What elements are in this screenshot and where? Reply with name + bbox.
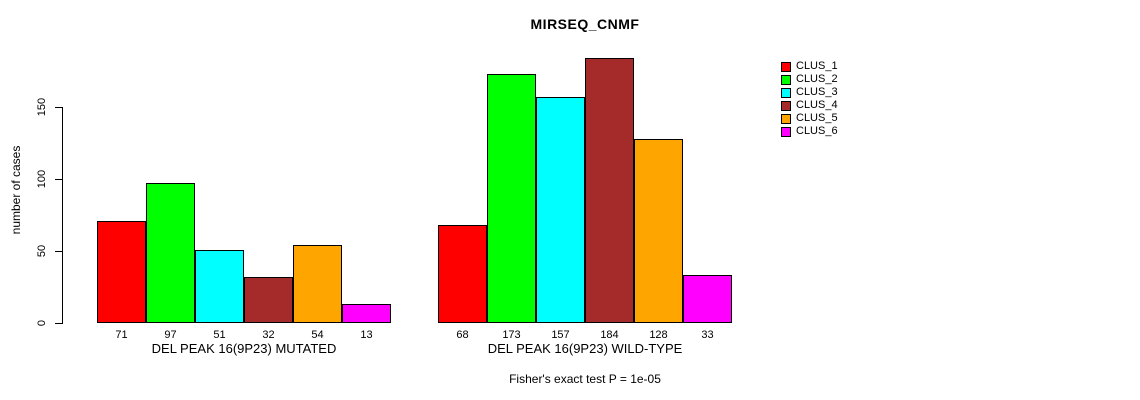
bar-value-label: 173 [502, 329, 521, 341]
y-tick-mark [55, 107, 62, 108]
bar-clus_6 [342, 304, 391, 323]
y-tick-label: 100 [36, 169, 48, 189]
bar-clus_4 [585, 58, 634, 323]
y-axis-title: number of cases [9, 145, 23, 235]
group-label-wildtype: DEL PEAK 16(9P23) WILD-TYPE [487, 341, 683, 356]
legend: CLUS_1 CLUS_2 CLUS_3 CLUS_4 CLUS_5 CLUS_6 [781, 60, 838, 138]
bar-clus_6 [683, 275, 732, 323]
legend-row: CLUS_4 [781, 99, 838, 112]
y-axis-line [62, 107, 63, 324]
legend-swatch-icon [781, 100, 791, 111]
legend-row: CLUS_1 [781, 60, 838, 73]
y-tick-label: 50 [36, 244, 48, 258]
bar-clus_2 [487, 74, 536, 323]
legend-label: CLUS_4 [796, 99, 838, 111]
bar-clus_1 [438, 225, 487, 323]
bar-value-label: 71 [115, 329, 128, 341]
y-tick-mark [55, 323, 62, 324]
fisher-test-footnote: Fisher's exact test P = 1e-05 [509, 372, 661, 386]
legend-swatch-icon [781, 113, 791, 124]
y-tick-label: 0 [36, 319, 48, 327]
y-tick-mark [55, 251, 62, 252]
bar-clus_5 [634, 139, 683, 323]
bar-value-label: 97 [164, 329, 177, 341]
bar-clus_5 [293, 245, 342, 323]
legend-swatch-icon [781, 61, 791, 72]
legend-swatch-icon [781, 74, 791, 85]
group-label-mutated: DEL PEAK 16(9P23) MUTATED [151, 341, 337, 356]
legend-row: CLUS_6 [781, 125, 838, 138]
legend-swatch-icon [781, 87, 791, 98]
bar-clus_3 [195, 250, 244, 323]
legend-label: CLUS_3 [796, 86, 838, 98]
legend-label: CLUS_6 [796, 125, 838, 137]
bar-value-label: 13 [360, 329, 373, 341]
chart-title: MIRSEQ_CNMF [530, 16, 640, 32]
bar-value-label: 51 [213, 329, 226, 341]
legend-label: CLUS_2 [796, 73, 838, 85]
legend-row: CLUS_5 [781, 112, 838, 125]
legend-swatch-icon [781, 126, 791, 137]
bar-value-label: 128 [649, 329, 668, 341]
y-tick-mark [55, 179, 62, 180]
legend-label: CLUS_5 [796, 112, 838, 124]
legend-row: CLUS_2 [781, 73, 838, 86]
bar-value-label: 33 [701, 329, 714, 341]
bar-clus_3 [536, 97, 585, 323]
bar-clus_1 [97, 221, 146, 323]
legend-row: CLUS_3 [781, 86, 838, 99]
bar-value-label: 32 [262, 329, 275, 341]
y-tick-label: 150 [36, 97, 48, 117]
bar-value-label: 184 [600, 329, 619, 341]
bar-clus_4 [244, 277, 293, 323]
bar-value-label: 68 [456, 329, 469, 341]
bar-value-label: 157 [551, 329, 570, 341]
bar-value-label: 54 [311, 329, 324, 341]
bar-clus_2 [146, 183, 195, 323]
legend-label: CLUS_1 [796, 60, 838, 72]
